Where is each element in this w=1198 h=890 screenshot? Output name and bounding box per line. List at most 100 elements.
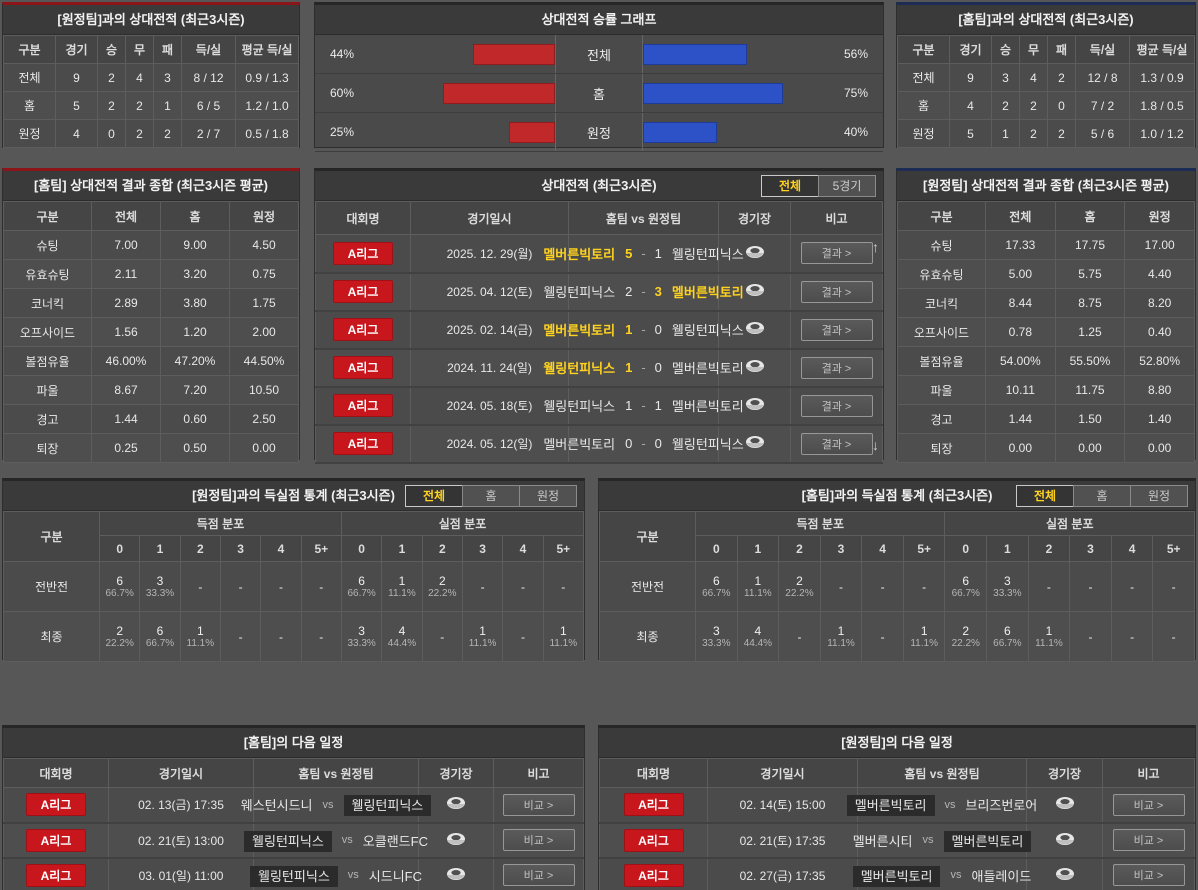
goal-stats-row: 전반전 6 66.7% 3 33.3% - - - -6 66.7% 1 11.1% 2 22.2% - -…	[3, 561, 585, 612]
league-badge: A리그	[333, 394, 393, 417]
home-team-name: 웨스턴시드니	[240, 798, 313, 814]
scroll-down-icon[interactable]: ↓	[872, 437, 879, 453]
row-label: 최종	[599, 611, 696, 662]
goal-stat-cell: -	[1069, 611, 1112, 662]
result-button[interactable]: 결과 >	[800, 394, 873, 417]
match-date: 2024. 05. 18(토)	[410, 386, 569, 426]
goal-stats-tab[interactable]: 원정	[519, 485, 577, 507]
compare-button[interactable]: 비교 >	[1112, 829, 1185, 851]
schedule-row: A리그 02. 13(금) 17:35 웨스턴시드니 vs 웰링턴피닉스 비교 …	[3, 787, 584, 824]
cell: 전체	[897, 63, 950, 92]
score-column-header: 3	[219, 535, 262, 562]
match-row: A리그 2024. 05. 18(토) 웰링턴피닉스 1-1 멜버른빅토리 결과…	[315, 386, 883, 426]
count: -	[1130, 629, 1135, 644]
cell: 유효슈팅	[3, 259, 92, 289]
goal-stat-cell: 4 44.4%	[381, 611, 423, 662]
left-percent-label: 25%	[329, 125, 355, 139]
result-button[interactable]: 결과 >	[800, 242, 873, 265]
count: 4	[754, 623, 762, 638]
column-header: 홈	[1054, 201, 1126, 231]
goal-stats-tab[interactable]: 홈	[462, 485, 520, 507]
compare-button[interactable]: 비교 >	[1112, 864, 1185, 886]
compare-button[interactable]: 비교 >	[502, 829, 575, 851]
score-column-header: 1	[986, 535, 1029, 562]
cell: 7.20	[160, 375, 230, 405]
score-column-header: 1	[381, 535, 423, 562]
result-button[interactable]: 결과 >	[800, 356, 873, 379]
conceded-group-header: 실점 분포	[340, 511, 585, 536]
stadium-icon[interactable]	[745, 435, 765, 449]
stadium-icon[interactable]	[1055, 832, 1075, 846]
goal-stat-cell: 1 11.1%	[819, 611, 863, 662]
goal-stats-tab[interactable]: 원정	[1130, 485, 1188, 507]
score-column-header: 4	[861, 535, 904, 562]
stadium-icon[interactable]	[446, 796, 466, 810]
compare-button[interactable]: 비교 >	[502, 864, 575, 886]
away-team-name: 멜버른빅토리	[671, 361, 744, 376]
score-column-header: 2	[421, 535, 463, 562]
panel-title: [원정팀]의 다음 일정	[599, 728, 1195, 758]
cell: 코너킥	[897, 288, 986, 318]
goal-stats-tab[interactable]: 전체	[405, 485, 463, 507]
away-team-name: 웰링턴피닉스	[343, 795, 432, 817]
match-filter-tab[interactable]: 전체	[761, 175, 819, 197]
table-row: 퇴장 0.25 0.50 0.00	[3, 433, 299, 463]
match-row: A리그 2025. 12. 29(월) 멜버른빅토리 5-1 웰링턴피닉스 결과…	[315, 234, 883, 274]
cell: 8.44	[985, 288, 1056, 318]
cell: 0.78	[985, 317, 1056, 347]
column-header: 전체	[985, 201, 1056, 231]
stadium-icon[interactable]	[446, 867, 466, 881]
stadium-icon[interactable]	[1055, 867, 1075, 881]
table-row: 슈팅 7.00 9.00 4.50	[3, 230, 299, 260]
score: 2-3	[625, 284, 662, 299]
stadium-icon[interactable]	[1055, 796, 1075, 810]
cell: 11.75	[1054, 375, 1126, 405]
score-column-header: 4	[1110, 535, 1154, 562]
cell: 2.00	[229, 317, 299, 347]
cell: 17.33	[985, 230, 1056, 260]
match-row: A리그 2024. 05. 12(일) 멜버른빅토리 0-0 웰링턴피닉스 결과…	[315, 424, 883, 464]
league-badge: A리그	[333, 280, 393, 303]
cell: 홈	[3, 91, 56, 120]
stadium-icon[interactable]	[745, 245, 765, 259]
right-bar-track	[643, 121, 829, 143]
count: 1	[479, 623, 486, 638]
result-button[interactable]: 결과 >	[800, 280, 873, 303]
cell: 1.56	[91, 317, 161, 347]
scroll-up-icon[interactable]: ↑	[872, 239, 879, 255]
table-row: 유효슈팅 2.11 3.20 0.75	[3, 259, 299, 289]
away-team-name: 멜버른빅토리	[943, 830, 1032, 852]
match-filter-tab[interactable]: 5경기	[818, 175, 876, 197]
count: -	[440, 629, 445, 644]
result-button[interactable]: 결과 >	[800, 318, 873, 341]
stadium-icon[interactable]	[745, 397, 765, 411]
compare-button[interactable]: 비교 >	[1112, 793, 1185, 816]
stadium-icon[interactable]	[745, 321, 765, 335]
goal-stat-cell: 1 11.1%	[179, 611, 221, 662]
stadium-icon[interactable]	[446, 832, 466, 846]
stadium-icon[interactable]	[745, 359, 765, 373]
goal-stats-tab[interactable]: 홈	[1073, 485, 1131, 507]
column-header: 승	[991, 35, 1020, 64]
compare-button[interactable]: 비교 >	[502, 793, 575, 816]
goal-stats-tab[interactable]: 전체	[1016, 485, 1074, 507]
goal-stat-cell: -	[902, 561, 946, 612]
goal-stat-cell: -	[1069, 561, 1112, 612]
away-team-name: 웰링턴피닉스	[671, 437, 744, 452]
away-team-name: 웰링턴피닉스	[671, 246, 744, 262]
cell: 8.20	[1124, 288, 1195, 318]
goal-stat-cell: -	[219, 611, 262, 662]
score: 1-0	[625, 360, 662, 375]
league-badge: A리그	[623, 828, 684, 852]
count: 1	[559, 623, 567, 638]
percent: 33.3%	[702, 637, 731, 649]
score-column-header: 2	[179, 535, 221, 562]
stadium-icon[interactable]	[745, 283, 765, 297]
goal-stat-cell: 1 11.1%	[902, 611, 946, 662]
league-badge: A리그	[623, 863, 684, 887]
column-header: 평균 득/실	[1129, 35, 1195, 64]
result-button[interactable]: 결과 >	[800, 432, 873, 455]
cell: 0.75	[229, 259, 299, 289]
count: 3	[1003, 573, 1011, 588]
away-team-name: 웰링턴피닉스	[671, 323, 744, 338]
